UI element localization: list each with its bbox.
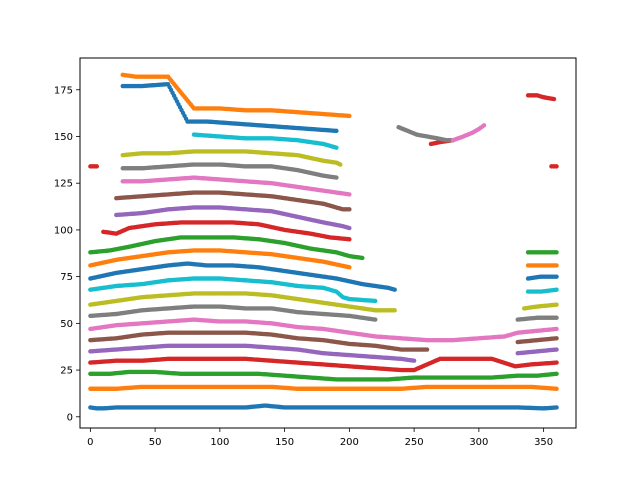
data-point (554, 302, 559, 307)
series-18 (120, 149, 343, 167)
data-point (334, 175, 339, 180)
y-tick-label: 125 (54, 179, 73, 190)
data-point (481, 123, 487, 128)
series-19 (191, 132, 339, 150)
series-1 (88, 384, 559, 391)
series-16 (120, 175, 352, 197)
data-point (554, 263, 559, 268)
series-21 (120, 72, 352, 119)
data-point (334, 145, 339, 150)
series-0 (88, 403, 559, 411)
data-point (554, 315, 559, 320)
x-tick-label: 250 (405, 437, 424, 448)
data-point (347, 225, 352, 231)
y-tick-label: 175 (54, 85, 73, 96)
x-tick-label: 100 (210, 437, 229, 448)
series-14 (114, 205, 352, 231)
series-9 (88, 276, 559, 304)
data-point (347, 113, 352, 119)
data-point (424, 347, 430, 352)
series-7 (88, 304, 559, 322)
data-point (554, 250, 559, 255)
series-5 (88, 330, 559, 352)
y-tick-label: 150 (54, 132, 73, 143)
data-points (88, 72, 559, 411)
data-point (554, 336, 559, 341)
y-tick-label: 0 (67, 412, 73, 423)
series-6 (88, 317, 559, 343)
data-point (373, 317, 378, 322)
x-tick-label: 50 (149, 437, 162, 448)
data-point (347, 207, 352, 212)
x-tick-label: 150 (275, 437, 294, 448)
series-13 (101, 220, 352, 242)
series-2 (88, 369, 559, 382)
data-point (392, 308, 397, 313)
data-point (360, 255, 365, 261)
data-point (554, 287, 559, 292)
series-24 (450, 123, 487, 143)
y-tick-label: 75 (60, 272, 73, 283)
series-10 (88, 261, 559, 292)
data-point (347, 237, 352, 242)
data-point (554, 386, 559, 391)
data-point (347, 192, 352, 197)
data-point (554, 360, 559, 365)
y-axis-ticks: 0 25 50 75 100 125 150 175 (54, 85, 80, 423)
x-tick-label: 300 (469, 437, 488, 448)
x-tick-label: 0 (87, 437, 93, 448)
data-point (554, 164, 559, 169)
series-15 (114, 190, 352, 212)
series-8 (88, 291, 559, 313)
series-12 (88, 235, 559, 261)
series-17 (120, 162, 339, 180)
data-point (338, 162, 343, 167)
data-point (554, 274, 559, 279)
data-point (94, 164, 100, 169)
data-point (554, 347, 559, 352)
x-axis-ticks: 0 50 100 150 200 250 300 350 (87, 428, 553, 448)
data-point (554, 326, 559, 332)
series-11 (88, 248, 559, 270)
data-point (551, 96, 557, 102)
x-tick-label: 350 (534, 437, 553, 448)
data-point (411, 358, 417, 363)
data-point (554, 405, 559, 410)
data-point (334, 128, 339, 134)
data-point (392, 287, 397, 292)
data-point (554, 371, 559, 377)
plot-frame (79, 57, 577, 429)
series-4 (88, 343, 559, 363)
series-20 (120, 81, 339, 134)
series-3 (88, 356, 559, 373)
data-point (347, 265, 352, 270)
x-tick-label: 200 (340, 437, 359, 448)
y-tick-label: 100 (54, 225, 73, 236)
y-tick-label: 50 (60, 319, 73, 330)
y-tick-label: 25 (60, 366, 73, 377)
data-point (373, 298, 378, 304)
